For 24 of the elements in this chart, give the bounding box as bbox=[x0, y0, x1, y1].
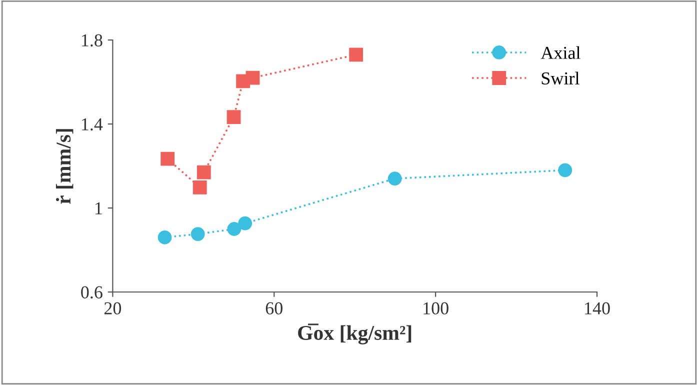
y-tick-label: 1.8 bbox=[82, 34, 102, 47]
y-tick-label: 1 bbox=[96, 202, 102, 214]
point bbox=[388, 172, 402, 186]
x-axis-title: G̅ox [kg/sm²] bbox=[298, 324, 412, 344]
point bbox=[349, 48, 364, 62]
point bbox=[160, 152, 175, 166]
point bbox=[238, 216, 252, 230]
point bbox=[226, 110, 241, 124]
x-tick-label: 60 bbox=[266, 302, 282, 314]
x-tick-label: 140 bbox=[585, 302, 610, 314]
point bbox=[158, 230, 172, 244]
point bbox=[227, 222, 242, 236]
point bbox=[196, 165, 211, 180]
point bbox=[192, 180, 207, 194]
point bbox=[246, 70, 260, 85]
x-tick-label: 20 bbox=[104, 302, 122, 314]
legend-label: Swirl bbox=[542, 72, 580, 84]
point bbox=[190, 227, 205, 241]
point bbox=[558, 163, 572, 178]
legend-label: Axial bbox=[540, 46, 580, 59]
x-tick-label: 100 bbox=[424, 302, 448, 314]
y-tick-label: 0.6 bbox=[81, 286, 102, 299]
y-tick-label: 1.4 bbox=[82, 118, 103, 131]
y-axis-title: ṙ [mm/s] bbox=[56, 129, 74, 204]
